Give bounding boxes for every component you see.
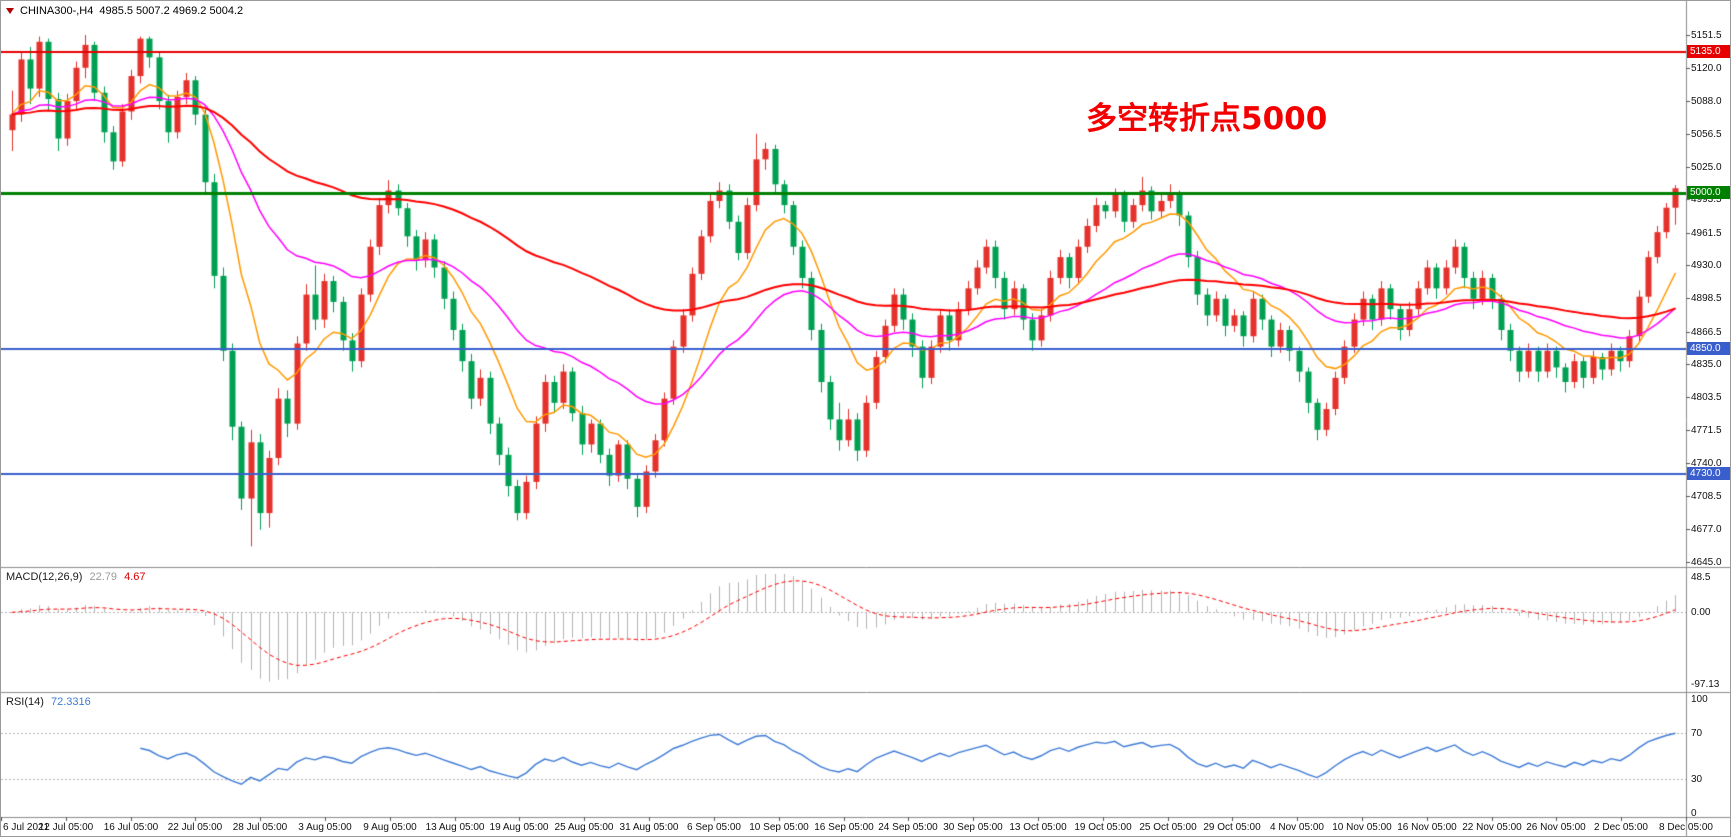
price-tick: 4645.0 bbox=[1691, 557, 1722, 568]
time-label: 19 Aug 05:00 bbox=[489, 822, 549, 833]
chart-symbol-info: CHINA300-,H4 4985.5 5007.2 4969.2 5004.2 bbox=[6, 5, 243, 17]
time-label: 31 Aug 05:00 bbox=[619, 822, 679, 833]
rsi-scale-tick: 30 bbox=[1691, 773, 1703, 785]
rsi-scale-tick: 70 bbox=[1691, 728, 1703, 740]
price-tick: 4993.5 bbox=[1691, 194, 1722, 206]
price-level-badge: 4730.0 bbox=[1687, 466, 1730, 480]
rsi-value: 72.3316 bbox=[50, 696, 91, 708]
time-label: 19 Oct 05:00 bbox=[1074, 822, 1132, 833]
price-tick: 4677.0 bbox=[1691, 523, 1722, 535]
time-label: 4 Nov 05:00 bbox=[1270, 822, 1324, 833]
time-label: 30 Sep 05:00 bbox=[943, 822, 1003, 833]
rsi-scale-tick: 100 bbox=[1691, 694, 1708, 705]
macd-scale-tick: -97.13 bbox=[1691, 678, 1720, 690]
price-tick: 4898.5 bbox=[1691, 293, 1722, 305]
time-label: 22 Nov 05:00 bbox=[1462, 822, 1522, 833]
price-tick: 5088.0 bbox=[1691, 96, 1722, 108]
price-tick: 5120.0 bbox=[1691, 62, 1722, 74]
time-label: 26 Nov 05:00 bbox=[1526, 822, 1586, 833]
time-label: 25 Aug 05:00 bbox=[554, 822, 614, 833]
price-tick: 5025.0 bbox=[1691, 161, 1722, 173]
price-tick: 4835.0 bbox=[1691, 359, 1722, 371]
time-label: 6 Sep 05:00 bbox=[687, 822, 741, 833]
time-label: 10 Sep 05:00 bbox=[749, 822, 809, 833]
price-level-badge: 5135.0 bbox=[1687, 45, 1730, 59]
macd-signal-value: 4.67 bbox=[124, 571, 146, 583]
rsi-name: RSI(14) bbox=[6, 696, 44, 708]
macd-name: MACD(12,26,9) bbox=[6, 571, 83, 583]
macd-main-value: 22.79 bbox=[89, 571, 118, 583]
time-label: 3 Aug 05:00 bbox=[298, 822, 352, 833]
price-tick: 4961.5 bbox=[1691, 227, 1722, 239]
time-label: 8 Dec 05:00 bbox=[1659, 822, 1713, 833]
time-label: 16 Sep 05:00 bbox=[814, 822, 874, 833]
time-label: 25 Oct 05:00 bbox=[1139, 822, 1197, 833]
price-tick: 4803.5 bbox=[1691, 392, 1722, 404]
time-label: 10 Nov 05:00 bbox=[1332, 822, 1392, 833]
price-tick: 4740.0 bbox=[1691, 458, 1722, 470]
time-label: 9 Aug 05:00 bbox=[363, 822, 417, 833]
time-label: 24 Sep 05:00 bbox=[878, 822, 938, 833]
time-axis[interactable]: 6 Jul 2021 12 Jul 05:00 16 Jul 05:00 22 Jul… bbox=[1, 819, 1713, 836]
ohlc-values: 4985.5 5007.2 4969.2 5004.2 bbox=[99, 5, 244, 17]
macd-scale-tick: 0.00 bbox=[1691, 607, 1711, 619]
time-label: 2 Dec 05:00 bbox=[1594, 822, 1648, 833]
time-label: 28 Jul 05:00 bbox=[232, 822, 288, 833]
macd-indicator-label: MACD(12,26,9) 22.79 4.67 bbox=[6, 571, 146, 583]
time-label: 6 Jul 2021 bbox=[3, 822, 50, 833]
price-scale[interactable]: 5151.5 5120.0 5088.0 5056.5 5025.0 4993.5 4961… bbox=[1687, 1, 1730, 819]
price-tick: 4708.5 bbox=[1691, 490, 1722, 502]
price-tick: 5151.5 bbox=[1691, 30, 1722, 41]
price-tick: 4930.0 bbox=[1691, 260, 1722, 272]
price-tick: 5056.5 bbox=[1691, 128, 1722, 140]
time-label: 22 Jul 05:00 bbox=[167, 822, 223, 833]
price-level-badge: 5000.0 bbox=[1687, 185, 1730, 199]
annotation-text: 多空转折点5000 bbox=[1086, 101, 1328, 137]
symbol-name: CHINA300-,H4 bbox=[20, 5, 94, 17]
price-level-badge: 4850.0 bbox=[1687, 341, 1730, 355]
price-tick: 4771.5 bbox=[1691, 425, 1722, 437]
time-label: 13 Aug 05:00 bbox=[425, 822, 485, 833]
macd-scale-tick: 48.5 bbox=[1691, 571, 1711, 583]
time-label: 29 Oct 05:00 bbox=[1203, 822, 1261, 833]
symbol-icon bbox=[6, 8, 14, 14]
rsi-scale-tick: 0 bbox=[1691, 808, 1697, 819]
time-label: 16 Jul 05:00 bbox=[103, 822, 159, 833]
time-label: 16 Nov 05:00 bbox=[1397, 822, 1457, 833]
price-tick: 4866.5 bbox=[1691, 326, 1722, 338]
rsi-indicator-label: RSI(14) 72.3316 bbox=[6, 696, 91, 708]
time-label: 12 Jul 05:00 bbox=[38, 822, 94, 833]
time-label: 13 Oct 05:00 bbox=[1009, 822, 1067, 833]
